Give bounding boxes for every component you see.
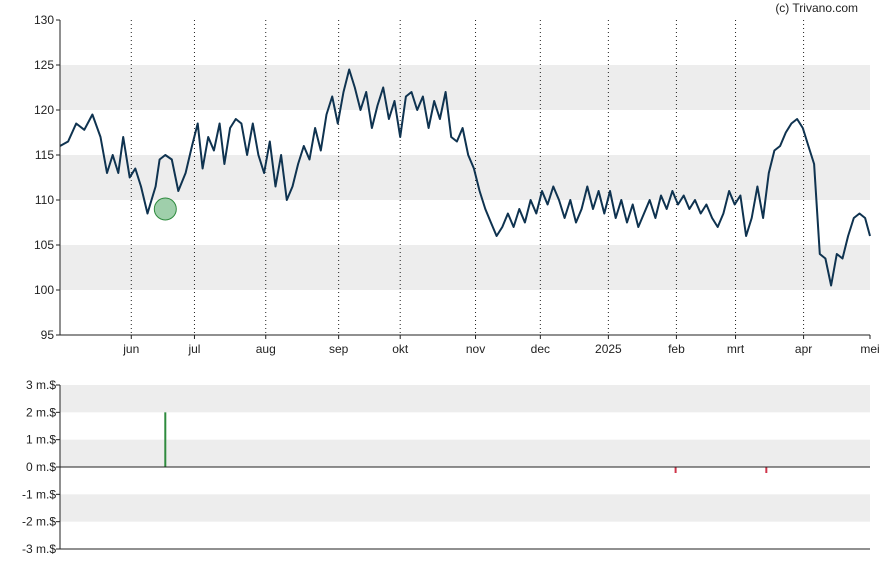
price-x-tick-apr: apr bbox=[795, 342, 812, 356]
price-marker-layer bbox=[153, 197, 177, 221]
volume-band-1 bbox=[60, 439, 870, 467]
credit-text: (c) Trivano.com bbox=[775, 1, 858, 15]
volume-panel: -3 m.$ -2 m.$ -1 m.$ 0 m.$ 1 m.$ 2 m.$ 3 m.$ bbox=[22, 378, 870, 556]
volume-y-ticks: -3 m.$ -2 m.$ -1 m.$ 0 m.$ 1 m.$ 2 m.$ 3 m.$ bbox=[22, 378, 60, 556]
price-x-tick-feb: feb bbox=[668, 342, 685, 356]
price-y-tick-120: 120 bbox=[34, 103, 54, 117]
price-x-tick-dec: dec bbox=[531, 342, 550, 356]
price-band-0 bbox=[60, 245, 870, 290]
price-x-tick-sep: sep bbox=[329, 342, 349, 356]
price-x-tick-jun: jun bbox=[122, 342, 139, 356]
price-series-line bbox=[59, 68, 871, 287]
price-bands bbox=[60, 65, 870, 290]
price-y-tick-105: 105 bbox=[34, 238, 54, 252]
volume-band-0 bbox=[60, 385, 870, 413]
volume-band-2 bbox=[60, 494, 870, 522]
price-y-ticks: 95 100 105 110 115 120 125 130 bbox=[34, 13, 60, 342]
price-x-tick-2025: 2025 bbox=[595, 342, 622, 356]
volume-bands bbox=[60, 385, 870, 522]
price-band-2 bbox=[60, 65, 870, 110]
buy-marker-0 bbox=[153, 197, 177, 221]
volume-y-tick--2 m.$: -2 m.$ bbox=[22, 515, 56, 529]
price-y-tick-110: 110 bbox=[35, 193, 54, 207]
volume-y-tick--1 m.$: -1 m.$ bbox=[22, 487, 56, 501]
price-x-tick-okt: okt bbox=[392, 342, 409, 356]
price-panel: 95 100 105 110 115 120 125 130 jun jul aug sep okt n… bbox=[34, 13, 880, 356]
price-y-tick-130: 130 bbox=[34, 13, 54, 27]
price-axis bbox=[59, 20, 870, 336]
volume-y-tick-2 m.$: 2 m.$ bbox=[26, 405, 56, 419]
price-vertical-grid bbox=[130, 20, 805, 335]
price-x-tick-jul: jul bbox=[187, 342, 200, 356]
volume-y-tick-0 m.$: 0 m.$ bbox=[26, 460, 56, 474]
price-x-ticks: jun jul aug sep okt nov dec 2025 feb mrt apr mei bbox=[122, 335, 880, 356]
price-band-1 bbox=[60, 155, 870, 200]
volume-y-tick--3 m.$: -3 m.$ bbox=[22, 542, 56, 556]
price-y-tick-95: 95 bbox=[41, 328, 55, 342]
volume-y-tick-1 m.$: 1 m.$ bbox=[26, 433, 56, 447]
price-x-tick-mei: mei bbox=[860, 342, 879, 356]
price-y-tick-100: 100 bbox=[34, 283, 54, 297]
price-x-tick-nov: nov bbox=[466, 342, 485, 356]
price-line-layer bbox=[59, 68, 871, 287]
price-y-tick-115: 115 bbox=[35, 148, 54, 162]
volume-y-tick-3 m.$: 3 m.$ bbox=[26, 378, 56, 392]
price-x-tick-aug: aug bbox=[256, 342, 276, 356]
price-x-tick-mrt: mrt bbox=[727, 342, 745, 356]
price-y-tick-125: 125 bbox=[34, 58, 54, 72]
volume-bars bbox=[164, 412, 768, 474]
